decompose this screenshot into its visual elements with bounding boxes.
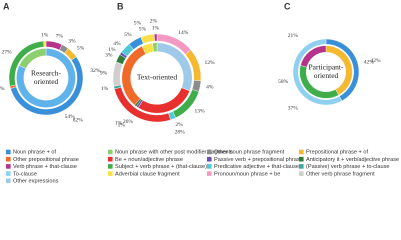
data-label: 2% — [175, 122, 183, 128]
data-label: 9% — [100, 71, 108, 77]
legend-label: Passive verb + prepositional phrase — [214, 157, 303, 163]
legend-swatch — [108, 156, 113, 162]
data-label: 5% — [124, 32, 132, 38]
data-label: 4% — [113, 41, 121, 47]
donut-segment — [18, 48, 47, 69]
legend-swatch — [6, 164, 11, 169]
legend-swatch — [6, 178, 11, 184]
data-label: 1% — [101, 86, 109, 92]
data-label: 1% — [0, 86, 5, 92]
legend-label: Noun phrase with other post modifier fra… — [115, 150, 233, 156]
center-label: Research- — [31, 68, 61, 77]
panel-letter: C — [284, 1, 291, 11]
panel-letter: A — [3, 1, 10, 11]
legend-label: Other expressions — [13, 178, 59, 184]
donut-segment — [154, 33, 158, 42]
legend-swatch — [299, 164, 304, 169]
donut-segment — [43, 40, 47, 48]
legend-swatch — [299, 171, 304, 176]
legend-label: Anticipatory it + verb/adjective phrase — [306, 157, 399, 163]
data-label: 1% — [115, 120, 123, 126]
legend-swatch — [108, 149, 113, 155]
data-label: 12% — [205, 60, 216, 66]
data-label: 42% — [371, 58, 382, 64]
legend-swatch — [299, 149, 304, 155]
data-label: 54% — [65, 114, 76, 120]
data-label: 7% — [56, 33, 64, 39]
legend-swatch — [207, 164, 212, 169]
data-label: 21% — [288, 33, 299, 39]
legend-swatch — [207, 156, 212, 162]
legend-swatch — [207, 171, 212, 176]
data-label: 58% — [278, 79, 289, 85]
panel-letter: B — [117, 1, 124, 11]
data-label: 42% — [364, 60, 375, 66]
center-label: oriented — [34, 77, 59, 86]
donut-segment — [112, 61, 123, 87]
legend-label: Verb phrase + that-clause — [13, 164, 77, 170]
legend-swatch — [108, 164, 113, 169]
center-label: Participant- — [309, 62, 344, 71]
donut-segment — [152, 42, 158, 53]
legend-label: Other verb phrase fragment — [306, 171, 375, 177]
data-label: 14% — [178, 30, 189, 36]
data-label: 5% — [139, 26, 147, 32]
legend-swatch — [6, 149, 11, 155]
legend-label: To-clause — [13, 171, 37, 177]
legend-label: Noun phrase + of — [13, 150, 57, 156]
data-label: 5% — [77, 45, 85, 51]
center-label: oriented — [314, 71, 339, 80]
donut-segment — [300, 45, 327, 68]
data-label: 26% — [123, 119, 134, 125]
data-label: 1% — [108, 47, 116, 53]
data-label: 4% — [206, 85, 214, 91]
donut-segment — [140, 33, 155, 44]
data-label: 2% — [150, 18, 158, 24]
center-label: Text-oriented — [137, 73, 178, 82]
legend-swatch — [108, 171, 113, 176]
legend-label: (Passive) verb phrase + to-clause — [306, 164, 389, 170]
legend-label: Other noun phrase fragment — [214, 150, 285, 156]
data-label: 82% — [73, 117, 84, 123]
data-label: 1% — [41, 32, 49, 38]
donut-segment — [292, 38, 343, 106]
legend-label: Prepositional phrase + of — [306, 150, 368, 156]
legend-label: Pronoun/noun phrase + be — [214, 171, 280, 177]
legend-label: Adverbial clause fragment — [115, 171, 180, 177]
legend-label: Be + noun/adjective phrase — [115, 157, 183, 163]
data-label: 1% — [118, 122, 126, 128]
legend-label: Predicative adjective + that-clause — [214, 164, 299, 170]
legend-swatch — [6, 156, 11, 162]
legend-swatch — [207, 149, 212, 155]
data-label: 5% — [134, 21, 142, 27]
legend-label: Subject + verb phrase + (that-clause) — [115, 164, 207, 170]
data-label: 32% — [90, 68, 101, 74]
data-label: 1% — [152, 25, 160, 31]
legend-swatch — [6, 171, 11, 176]
data-label: 27% — [1, 50, 12, 56]
data-label: 37% — [288, 106, 299, 112]
data-label: 3% — [105, 53, 113, 59]
chart: A7%3%5%54%1%27%1%82%Research-orientedB14… — [0, 1, 399, 184]
legend-label: Other prepositional phrase — [13, 157, 79, 163]
data-label: 13% — [195, 108, 206, 114]
data-label: 28% — [175, 129, 186, 135]
legend-swatch — [299, 156, 304, 162]
data-label: 3% — [68, 38, 76, 44]
